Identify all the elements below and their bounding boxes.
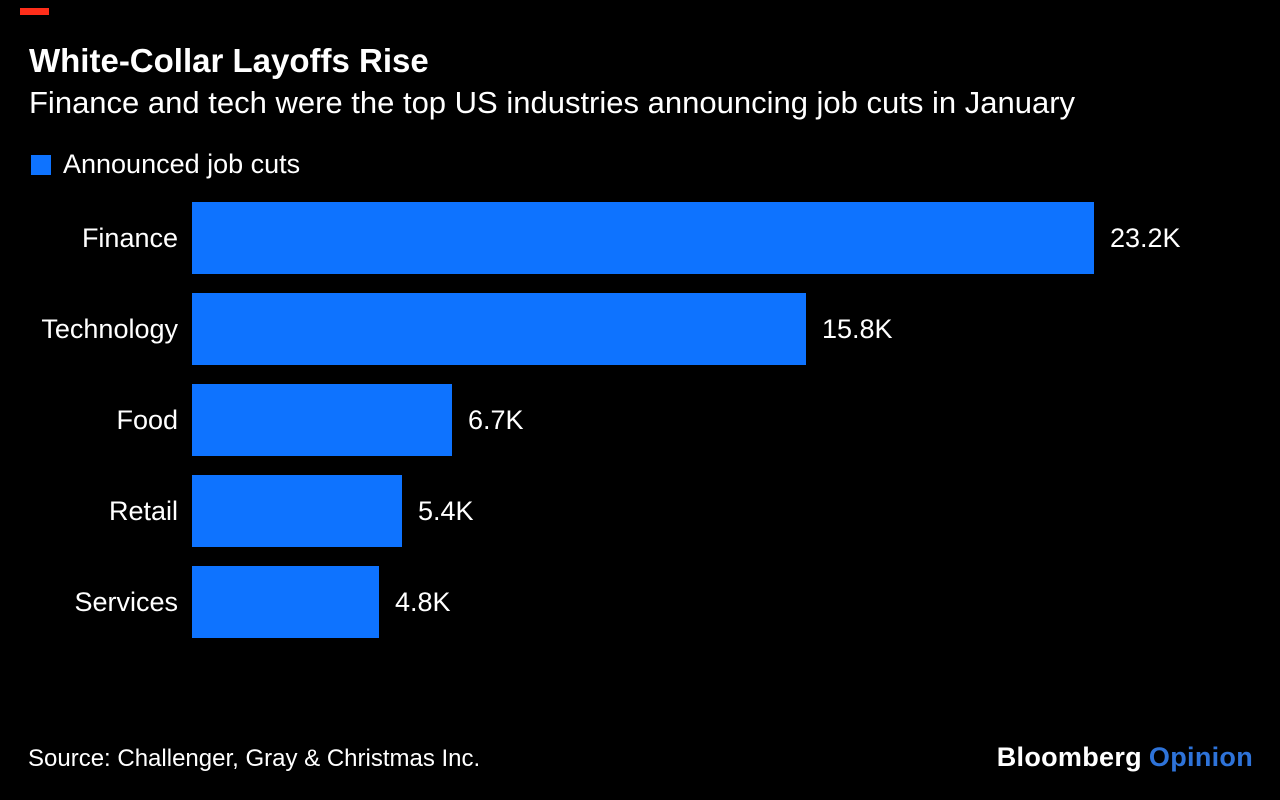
- bar-label-services: Services: [74, 586, 178, 617]
- bar-technology: [192, 293, 806, 365]
- source-note: Source: Challenger, Gray & Christmas Inc…: [28, 745, 481, 772]
- chart-title: White-Collar Layoffs Rise: [29, 42, 429, 79]
- bar-services: [192, 566, 379, 638]
- bar-label-technology: Technology: [41, 313, 178, 344]
- bar-label-food: Food: [116, 404, 178, 435]
- chart-subtitle: Finance and tech were the top US industr…: [29, 85, 1076, 120]
- bar-value-technology: 15.8K: [822, 313, 893, 344]
- bar-value-services: 4.8K: [395, 586, 451, 617]
- bloomberg-wordmark: Bloomberg: [996, 742, 1142, 772]
- bar-finance: [192, 202, 1094, 274]
- legend-label: Announced job cuts: [63, 149, 301, 179]
- bar-retail: [192, 475, 402, 547]
- bar-value-food: 6.7K: [468, 404, 524, 435]
- bloomberg-red-key-mark: [20, 8, 49, 15]
- bar-food: [192, 384, 452, 456]
- legend: Announced job cuts: [31, 149, 300, 180]
- opinion-wordmark: Opinion: [1148, 742, 1253, 772]
- bloomberg-opinion-logo: Bloomberg Opinion: [997, 742, 1253, 773]
- bar-value-retail: 5.4K: [418, 495, 474, 526]
- legend-swatch-icon: [31, 154, 51, 175]
- bar-label-finance: Finance: [81, 222, 178, 253]
- bar-label-retail: Retail: [108, 495, 178, 526]
- bar-value-finance: 23.2K: [1110, 222, 1181, 253]
